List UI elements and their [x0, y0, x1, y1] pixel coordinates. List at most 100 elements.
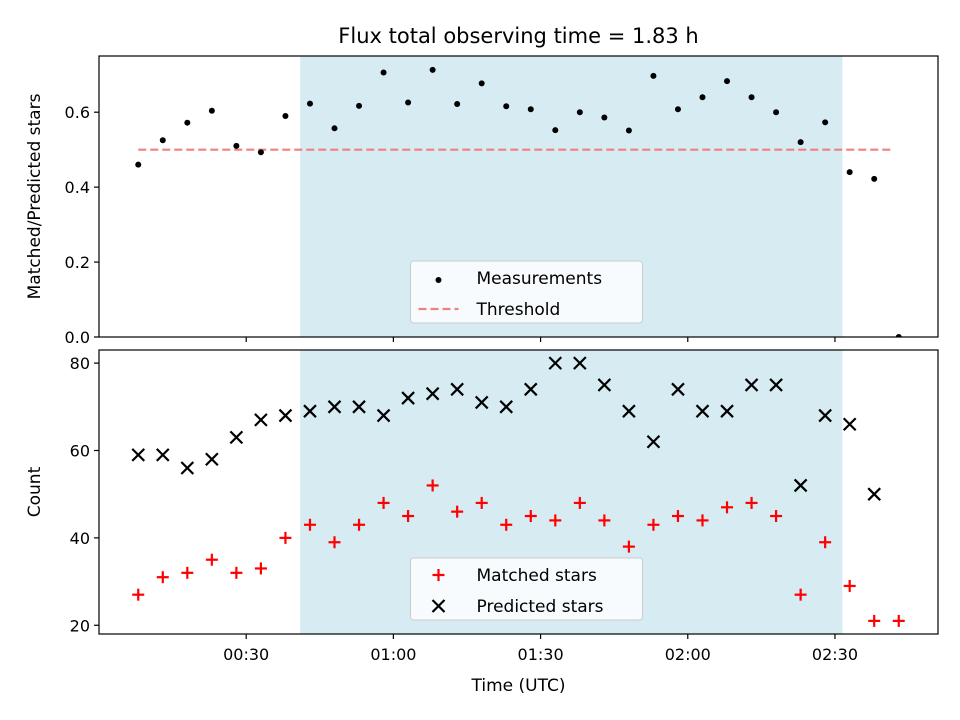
matched-stars-point: [598, 514, 611, 527]
matched-stars-point: [303, 518, 316, 531]
marker-stroke: [425, 386, 440, 401]
measurement-point: [601, 114, 608, 121]
measurement-point: [159, 137, 166, 144]
axes-frame: [98, 55, 939, 338]
marker-stroke: [818, 408, 832, 423]
measurement-point: [208, 107, 215, 114]
predicted-stars-point: [254, 413, 268, 427]
measurement-point: [282, 112, 289, 119]
marker-stroke: [278, 408, 293, 423]
legend-marker: [435, 277, 442, 283]
matched-stars-point: [181, 566, 194, 579]
marker-stroke: [303, 404, 317, 418]
predicted-stars-point: [352, 400, 366, 414]
marker-stroke: [597, 378, 612, 392]
predicted-stars-point: [597, 378, 612, 392]
matched-stars-point: [132, 588, 145, 601]
matched-stars-point: [156, 571, 169, 584]
y-axis-label: Count: [25, 466, 45, 517]
predicted-stars-point: [401, 391, 415, 405]
marker-stroke: [523, 382, 538, 397]
predicted-stars-point: [303, 404, 317, 418]
predicted-stars-point: [744, 378, 759, 392]
marker-stroke: [180, 461, 195, 475]
matched-stars-point: [819, 536, 832, 549]
marker-stroke: [720, 404, 734, 418]
matched-stars-point: [647, 518, 660, 531]
marker-stroke: [254, 413, 268, 427]
x-tick-label: 01:30: [518, 645, 564, 664]
predicted-stars-point: [131, 448, 146, 462]
top-panel: 0.0 0.2 0.4 0.6 Matched/Predicted stars Measu…: [25, 55, 939, 347]
marker-stroke: [376, 408, 391, 423]
marker-stroke: [671, 382, 685, 397]
predicted-stars-point: [450, 382, 464, 397]
predicted-stars-point: [793, 478, 808, 493]
legend: Matched stars Predicted stars: [410, 557, 643, 621]
marker-stroke: [450, 382, 464, 397]
measurement-point: [846, 169, 853, 176]
matched-stars-point: [892, 614, 905, 627]
measurement-point: [184, 119, 191, 126]
predicted-stars-point: [499, 400, 514, 414]
measurement-point: [552, 127, 559, 134]
marker-stroke: [867, 487, 881, 501]
y-tick-label: 0.0: [65, 328, 90, 347]
measurement-point: [233, 142, 240, 149]
y-tick-label: 0.6: [65, 103, 90, 122]
matched-stars-point: [721, 501, 734, 514]
predicted-stars-point: [229, 430, 244, 445]
measurement-point: [331, 125, 338, 132]
y-tick-label: 0.2: [65, 253, 90, 272]
matched-stars-point: [402, 510, 415, 523]
marker-stroke: [573, 356, 587, 370]
measurement-point: [257, 149, 264, 156]
x-tick-label: 02:00: [665, 645, 711, 664]
measurement-point: [895, 334, 902, 337]
legend-label: Threshold: [476, 300, 561, 320]
y-tick-label: 20: [70, 616, 90, 635]
predicted-stars-point: [622, 404, 636, 418]
predicted-stars-point: [278, 408, 293, 423]
predicted-stars-point: [695, 404, 710, 418]
legend-box: [410, 260, 643, 324]
matched-stars-point: [794, 588, 807, 601]
marker-stroke: [548, 356, 563, 370]
x-tick-label: 00:30: [223, 645, 269, 664]
legend-label: Predicted stars: [477, 597, 604, 617]
matched-stars-point: [500, 518, 513, 531]
matched-stars-point: [745, 496, 758, 509]
marker-stroke: [499, 400, 514, 414]
predicted-stars-point: [425, 386, 440, 401]
axes-frame: [98, 349, 939, 635]
matched-stars-point: [328, 536, 341, 549]
legend: Measurements Threshold: [410, 260, 643, 324]
marker-stroke: [474, 395, 489, 410]
matched-stars-point: [205, 553, 218, 566]
matched-stars-point: [524, 510, 537, 523]
marker-stroke: [842, 417, 857, 432]
measurement-point: [356, 102, 363, 109]
marker-stroke: [156, 448, 170, 462]
matched-stars-point: [279, 531, 292, 544]
predicted-stars-point: [474, 395, 489, 410]
predicted-stars-point: [867, 487, 881, 501]
predicted-stars-point: [180, 461, 195, 475]
predicted-stars-point: [646, 434, 661, 449]
y-axis-label: Matched/Predicted stars: [25, 93, 45, 299]
y-tick-label: 40: [70, 529, 90, 548]
x-axis-label: Time (UTC): [471, 676, 566, 696]
predicted-stars-point: [156, 448, 170, 462]
marker-stroke: [205, 452, 219, 467]
predicted-stars-point: [671, 382, 685, 397]
x-tick-label: 01:00: [370, 645, 416, 664]
measurement-point: [478, 80, 485, 87]
measurement-point: [576, 109, 583, 116]
predicted-stars-point: [376, 408, 391, 423]
matched-stars-point: [671, 510, 684, 523]
marker-stroke: [769, 378, 783, 392]
marker-stroke: [352, 400, 366, 414]
measurement-point: [748, 94, 755, 101]
y-tick-label: 0.4: [65, 178, 90, 197]
